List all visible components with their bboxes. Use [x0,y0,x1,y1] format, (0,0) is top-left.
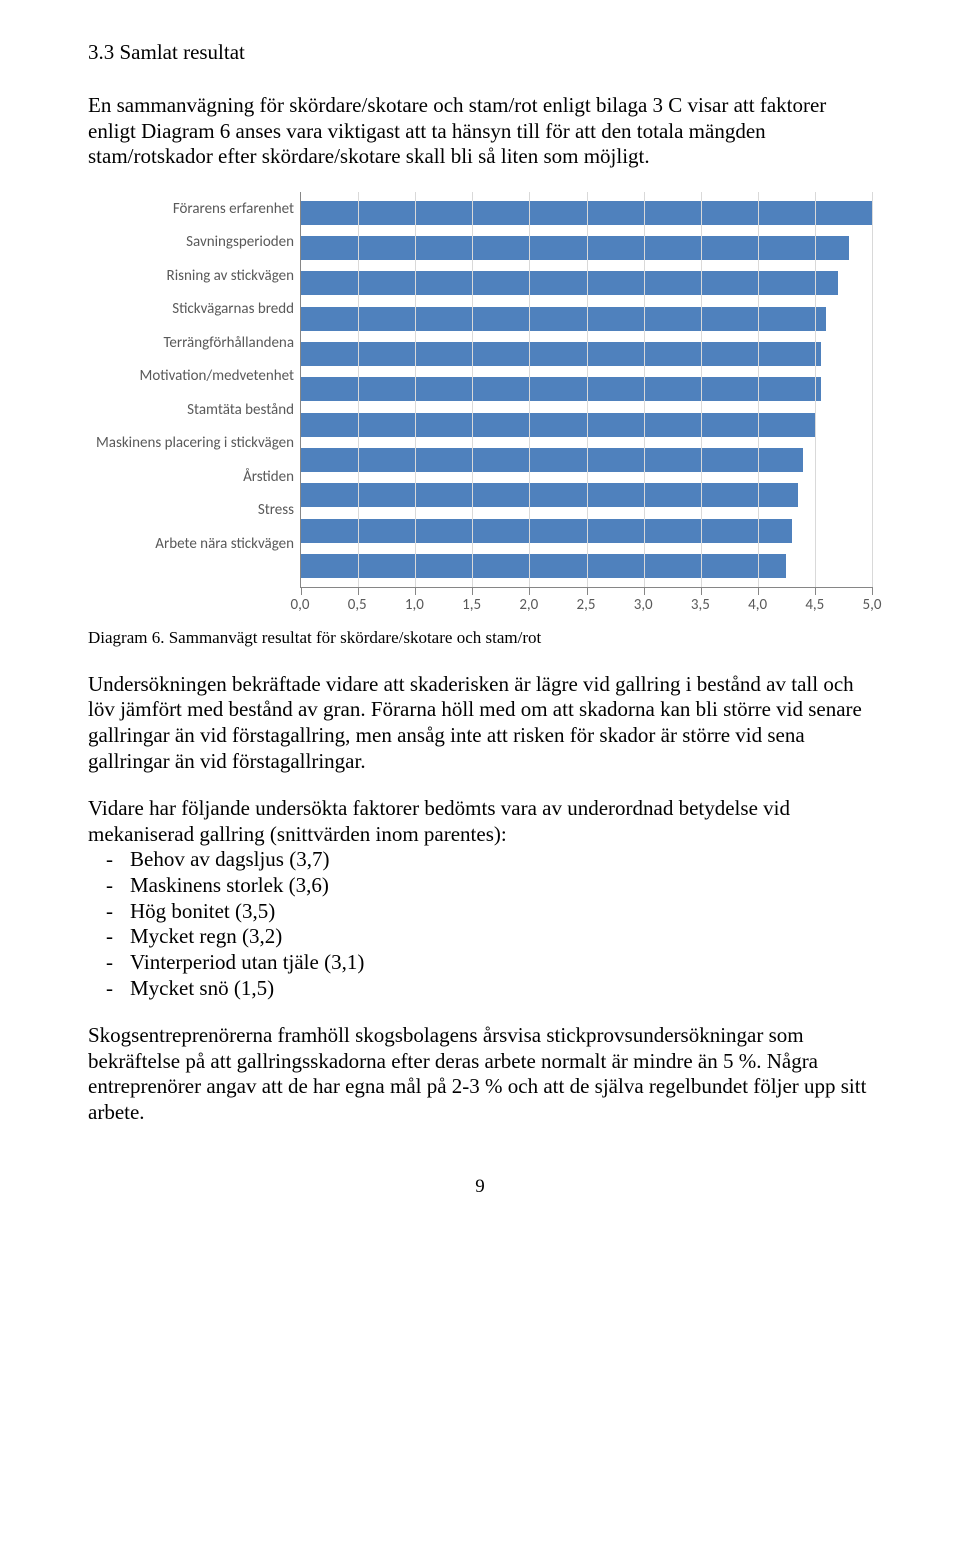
chart-x-tick-label: 0,5 [348,596,367,614]
chart-category-label: Årstiden [88,468,294,486]
chart-gridline [415,192,416,587]
chart-x-tick-label: 4,5 [805,596,824,614]
chart-category-label: Stamtäta bestånd [88,401,294,419]
chart-gridline [815,192,816,587]
chart-tick [758,587,759,595]
chart-bar [301,236,849,260]
chart-bar [301,307,826,331]
chart-bar [301,413,815,437]
chart-tick [701,587,702,595]
chart-category-label: Maskinens placering i stickvägen [88,434,294,452]
chart-caption: Diagram 6. Sammanvägt resultat för skörd… [88,628,872,648]
chart-x-tick-label: 2,0 [519,596,538,614]
chart-category-label: Motivation/medvetenhet [88,367,294,385]
chart-category-label: Arbete nära stickvägen [88,535,294,553]
chart-bar [301,554,786,578]
chart-category-label: Risning av stickvägen [88,267,294,285]
document-page: 3.3 Samlat resultat En sammanvägning för… [0,0,960,1238]
diagram-6-chart: Förarens erfarenhet Savningsperioden Risni… [88,192,872,614]
chart-x-tick-label: 0,0 [291,596,310,614]
chart-x-tick-label: 3,5 [691,596,710,614]
chart-bar [301,377,821,401]
chart-x-tick-label: 5,0 [863,596,882,614]
chart-bar [301,483,798,507]
chart-tick [529,587,530,595]
factor-list: Behov av dagsljus (3,7)Maskinens storlek… [88,847,872,1001]
intro-paragraph: En sammanvägning för skördare/skotare oc… [88,93,872,170]
chart-tick [644,587,645,595]
chart-gridline [872,192,873,587]
chart-category-label: Terrängförhållandena [88,334,294,352]
chart-x-tick-label: 1,0 [405,596,424,614]
chart-x-tick-label: 4,0 [748,596,767,614]
chart-gridline [701,192,702,587]
chart-bar [301,448,803,472]
chart-gridline [587,192,588,587]
chart-x-tick-label: 2,5 [577,596,596,614]
chart-category-labels: Förarens erfarenhet Savningsperioden Risni… [88,192,300,587]
section-heading: 3.3 Samlat resultat [88,40,872,65]
chart-x-tick-label: 3,0 [634,596,653,614]
paragraph-2: Undersökningen bekräftade vidare att ska… [88,672,872,774]
chart-category-label: Stress [88,501,294,519]
factor-list-item: Mycket regn (3,2) [88,924,872,950]
chart-category-label: Stickvägarnas bredd [88,300,294,318]
page-number: 9 [88,1176,872,1198]
chart-gridline [758,192,759,587]
paragraph-4: Skogsentreprenörerna framhöll skogsbolag… [88,1023,872,1125]
paragraph-3-lead: Vidare har följande undersökta faktorer … [88,796,872,847]
chart-tick [301,587,302,595]
chart-tick [872,587,873,595]
chart-tick [415,587,416,595]
chart-tick [472,587,473,595]
chart-gridline [472,192,473,587]
chart-bar [301,519,792,543]
chart-gridline [529,192,530,587]
chart-plot-area [300,192,872,588]
chart-category-label: Förarens erfarenhet [88,200,294,218]
factor-list-item: Behov av dagsljus (3,7) [88,847,872,873]
chart-tick [815,587,816,595]
chart-category-label: Savningsperioden [88,233,294,251]
factor-list-item: Hög bonitet (3,5) [88,899,872,925]
chart-x-tick-label: 1,5 [462,596,481,614]
chart-bar [301,342,821,366]
chart-tick [358,587,359,595]
chart-tick [587,587,588,595]
chart-gridline [358,192,359,587]
factor-list-item: Maskinens storlek (3,6) [88,873,872,899]
chart-x-axis: 0,00,51,01,52,02,53,03,54,04,55,0 [300,596,872,614]
factor-list-item: Mycket snö (1,5) [88,976,872,1002]
chart-gridline [644,192,645,587]
factor-list-item: Vinterperiod utan tjäle (3,1) [88,950,872,976]
